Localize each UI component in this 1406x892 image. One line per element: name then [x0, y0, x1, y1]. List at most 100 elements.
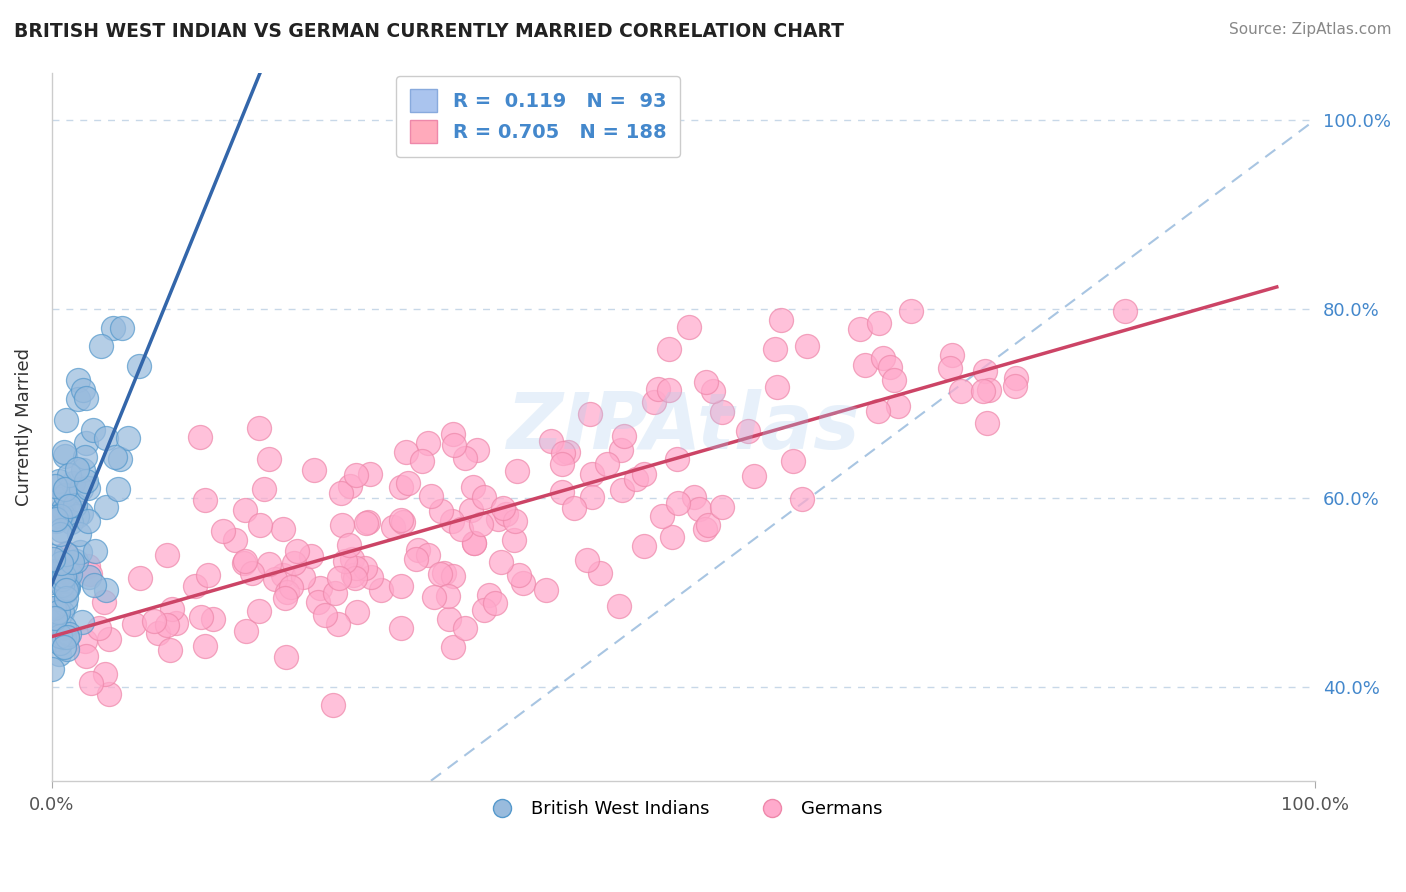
Point	[75, 474, 97, 488]
Point	[337, 538, 360, 552]
Point	[276, 584, 298, 599]
Point	[202, 612, 225, 626]
Point	[52, 640, 75, 654]
Point	[792, 491, 814, 506]
Point	[107, 483, 129, 497]
Point	[666, 496, 689, 510]
Point	[796, 339, 818, 353]
Point	[333, 553, 356, 567]
Point	[165, 616, 187, 631]
Point	[344, 468, 367, 483]
Point	[55, 548, 77, 562]
Point	[257, 557, 280, 571]
Point	[589, 566, 612, 580]
Point	[344, 561, 367, 575]
Point	[441, 640, 464, 654]
Point	[551, 457, 574, 471]
Point	[108, 451, 131, 466]
Point	[1004, 378, 1026, 392]
Point	[411, 453, 433, 467]
Point	[55, 583, 77, 598]
Point	[58, 468, 80, 483]
Point	[53, 569, 76, 583]
Point	[395, 444, 418, 458]
Point	[104, 450, 127, 465]
Point	[492, 501, 515, 516]
Point	[416, 548, 439, 562]
Point	[647, 382, 669, 396]
Point	[339, 479, 361, 493]
Point	[62, 476, 84, 491]
Point	[643, 395, 665, 409]
Point	[53, 445, 76, 459]
Point	[249, 518, 271, 533]
Point	[70, 506, 93, 520]
Point	[75, 391, 97, 405]
Point	[60, 515, 83, 529]
Point	[273, 591, 295, 605]
Point	[42, 510, 65, 524]
Point	[82, 423, 104, 437]
Point	[55, 582, 77, 597]
Point	[46, 572, 69, 586]
Point	[883, 373, 905, 387]
Point	[658, 383, 681, 397]
Point	[360, 570, 382, 584]
Point	[41, 566, 63, 580]
Point	[44, 611, 66, 625]
Point	[742, 468, 765, 483]
Point	[495, 507, 517, 521]
Point	[879, 359, 901, 374]
Point	[240, 566, 263, 581]
Point	[868, 316, 890, 330]
Point	[420, 489, 443, 503]
Point	[433, 566, 456, 581]
Text: BRITISH WEST INDIAN VS GERMAN CURRENTLY MARRIED CORRELATION CHART: BRITISH WEST INDIAN VS GERMAN CURRENTLY …	[14, 22, 844, 41]
Point	[285, 544, 308, 558]
Y-axis label: Currently Married: Currently Married	[15, 348, 32, 506]
Point	[72, 615, 94, 629]
Point	[65, 554, 87, 568]
Point	[55, 591, 77, 606]
Point	[382, 520, 405, 534]
Point	[271, 568, 294, 582]
Point	[440, 514, 463, 528]
Point	[579, 407, 602, 421]
Point	[45, 514, 67, 528]
Point	[129, 571, 152, 585]
Point	[49, 556, 72, 570]
Point	[665, 451, 688, 466]
Point	[472, 490, 495, 504]
Point	[77, 570, 100, 584]
Point	[392, 515, 415, 529]
Point	[58, 564, 80, 578]
Point	[342, 567, 364, 582]
Point	[188, 430, 211, 444]
Point	[302, 463, 325, 477]
Point	[972, 384, 994, 398]
Point	[484, 596, 506, 610]
Point	[56, 630, 79, 644]
Point	[253, 482, 276, 496]
Point	[307, 595, 329, 609]
Point	[83, 544, 105, 558]
Point	[156, 618, 179, 632]
Point	[94, 431, 117, 445]
Point	[263, 572, 285, 586]
Point	[454, 621, 477, 635]
Point	[595, 457, 617, 471]
Point	[1114, 303, 1136, 318]
Point	[344, 571, 367, 585]
Point	[463, 536, 485, 550]
Point	[247, 421, 270, 435]
Point	[212, 524, 235, 539]
Point	[75, 435, 97, 450]
Point	[111, 321, 134, 335]
Point	[52, 502, 75, 516]
Point	[58, 504, 80, 518]
Point	[688, 502, 710, 516]
Point	[661, 530, 683, 544]
Point	[49, 629, 72, 643]
Point	[973, 364, 995, 378]
Point	[678, 320, 700, 334]
